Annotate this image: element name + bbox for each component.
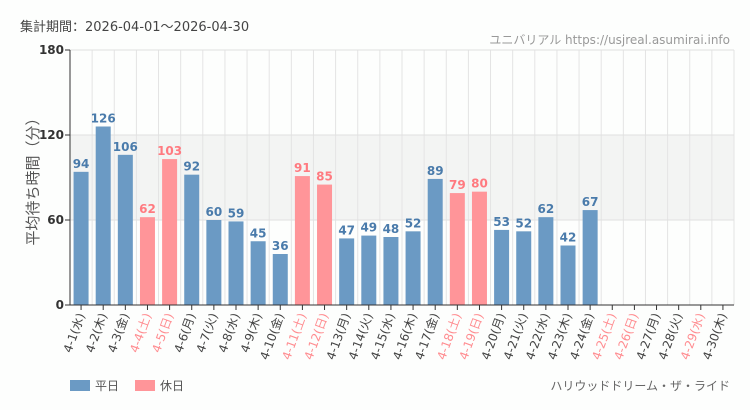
data-label: 92 (183, 160, 200, 174)
period-label: 集計期間：2026-04-01～2026-04-30 (20, 19, 249, 35)
data-label: 106 (113, 140, 138, 154)
bar (117, 154, 133, 305)
bar (272, 254, 288, 305)
bar (206, 220, 222, 305)
bar (228, 221, 244, 305)
legend-label-holiday: 休日 (160, 379, 184, 393)
data-label: 79 (449, 178, 466, 192)
data-label: 103 (157, 144, 182, 158)
data-label: 85 (316, 170, 333, 184)
bar (516, 231, 532, 305)
bar (582, 210, 598, 305)
y-axis-title: 平均待ち時間（分） (24, 110, 42, 245)
data-label: 62 (538, 202, 555, 216)
y-tick-label: 180 (39, 43, 64, 57)
data-label: 80 (471, 177, 488, 191)
data-label: 52 (405, 216, 422, 230)
bar (494, 229, 510, 305)
data-label: 47 (338, 223, 355, 237)
bar (250, 241, 266, 305)
data-label: 59 (228, 206, 245, 220)
bar (405, 231, 421, 305)
data-label: 126 (91, 112, 116, 126)
data-label: 62 (139, 202, 156, 216)
data-label: 48 (383, 222, 400, 236)
data-label: 42 (560, 231, 577, 245)
bar (383, 237, 399, 305)
data-label: 45 (250, 226, 267, 240)
bar (95, 126, 111, 305)
legend-swatch-holiday (135, 380, 155, 391)
bar (73, 171, 89, 305)
y-tick-label: 0 (56, 298, 64, 312)
legend-label-weekday: 平日 (95, 379, 119, 393)
data-label: 89 (427, 164, 444, 178)
data-label: 67 (582, 195, 599, 209)
data-label: 91 (294, 161, 311, 175)
data-label: 36 (272, 239, 289, 253)
bar (317, 184, 333, 305)
data-label: 94 (73, 157, 90, 171)
attraction-name: ハリウッドドリーム・ザ・ライド (550, 379, 730, 393)
bar (139, 217, 155, 305)
data-label: 49 (360, 221, 377, 235)
bar (361, 235, 377, 305)
data-label: 52 (515, 216, 532, 230)
data-label: 53 (493, 215, 510, 229)
y-tick-label: 120 (39, 128, 64, 142)
legend: 平日 休日 (70, 379, 184, 393)
bar (294, 176, 310, 305)
y-tick-label: 60 (47, 213, 64, 227)
data-label: 60 (206, 205, 223, 219)
bar (449, 193, 465, 305)
bar (538, 217, 554, 305)
source-label: ユニバリアル https://usjreal.asumirai.info (489, 33, 730, 47)
bar (162, 159, 178, 305)
bar (339, 238, 355, 305)
bar (427, 178, 443, 305)
bar (560, 245, 576, 305)
bar (471, 191, 487, 305)
legend-swatch-weekday (70, 380, 90, 391)
bar (184, 174, 200, 305)
